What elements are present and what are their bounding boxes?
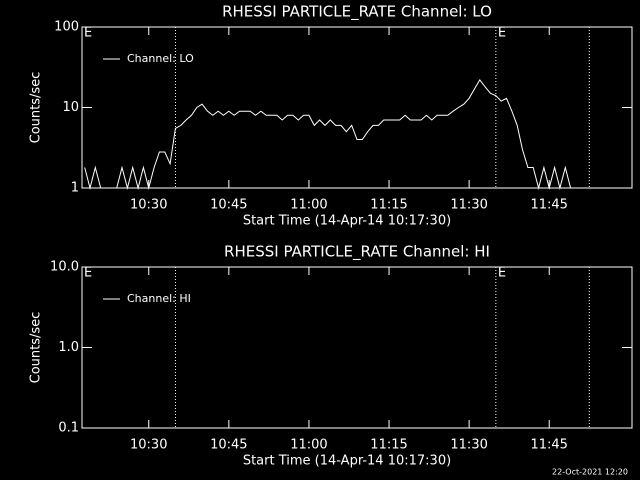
- annotation: E: [498, 266, 506, 281]
- y-tick-label: 1: [71, 181, 79, 196]
- x-tick-label: 11:00: [290, 438, 327, 453]
- legend-label: Channel: LO: [127, 52, 194, 65]
- x-tick-label: 11:15: [370, 198, 407, 213]
- annotation: E: [84, 266, 92, 281]
- chart-title: RHESSI PARTICLE_RATE Channel: HI: [224, 243, 490, 262]
- y-tick-label: 1.0: [58, 340, 79, 355]
- data-line: [84, 79, 572, 190]
- x-tick-label: 10:30: [130, 438, 167, 453]
- chart-title: RHESSI PARTICLE_RATE Channel: LO: [222, 3, 492, 22]
- annotation: E: [84, 26, 92, 41]
- x-tick-label: 10:45: [210, 198, 247, 213]
- x-tick-label: 11:45: [530, 438, 567, 453]
- x-tick-label: 10:45: [210, 438, 247, 453]
- x-tick-label: 11:15: [370, 438, 407, 453]
- x-axis-label: Start Time (14-Apr-14 10:17:30): [243, 454, 451, 469]
- x-tick-label: 11:30: [450, 198, 487, 213]
- y-axis-label: Counts/sec: [29, 72, 44, 144]
- y-tick-label: 100: [54, 20, 79, 35]
- y-tick-label: 10: [62, 100, 79, 115]
- y-tick-label: 10.0: [50, 260, 79, 275]
- x-tick-label: 10:30: [130, 198, 167, 213]
- y-axis-label: Counts/sec: [29, 312, 44, 384]
- x-axis-label: Start Time (14-Apr-14 10:17:30): [243, 214, 451, 229]
- footer: 22-Oct-2021 12:20: [552, 468, 628, 477]
- annotation: E: [498, 26, 506, 41]
- legend-label: Channel: HI: [127, 292, 191, 305]
- x-tick-label: 11:00: [290, 198, 327, 213]
- x-tick-label: 11:30: [450, 438, 487, 453]
- x-tick-label: 11:45: [530, 198, 567, 213]
- y-tick-label: 0.1: [58, 421, 79, 436]
